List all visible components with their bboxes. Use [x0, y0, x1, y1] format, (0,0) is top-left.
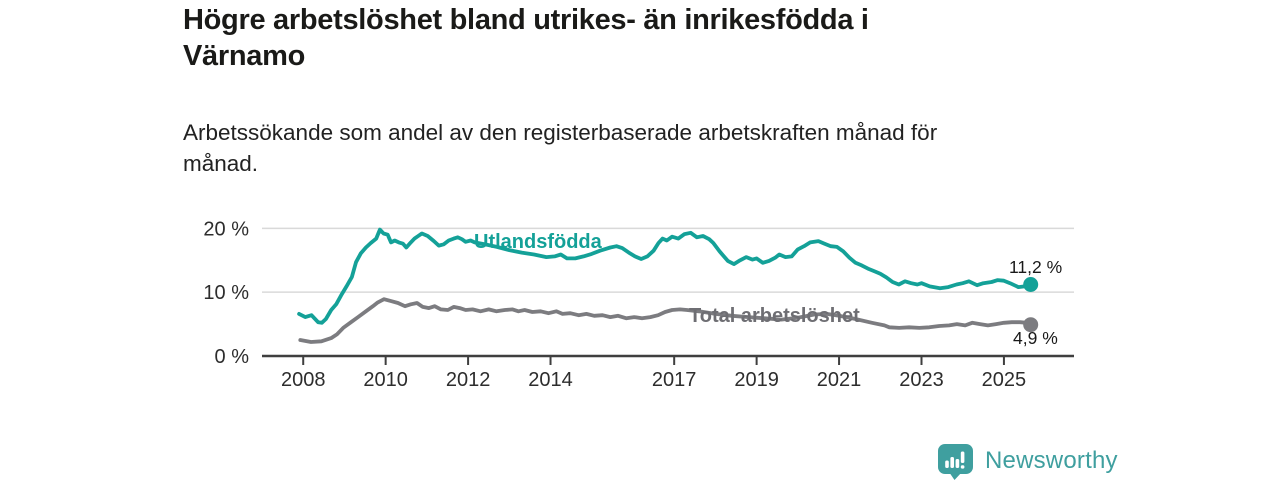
series-end-dot-total [1023, 317, 1039, 333]
brand-name: Newsworthy [985, 447, 1118, 474]
x-tick-label: 2010 [363, 369, 408, 391]
newsworthy-branding[interactable]: Newsworthy [937, 442, 1118, 480]
y-tick-label: 10 % [203, 282, 249, 304]
chart-subtitle: Arbetssökande som andel av den registerb… [183, 120, 938, 176]
x-tick-label: 2017 [652, 369, 697, 391]
x-tick-label: 2012 [446, 369, 491, 391]
series-label-utlandsfodda: Utlandsfödda [474, 231, 602, 253]
end-value-label-total: 4,9 % [1013, 328, 1058, 348]
page-title: Högre arbetslöshet bland utrikes- än inr… [183, 4, 869, 72]
series-end-dot-utlandsfodda [1023, 277, 1039, 292]
newsworthy-logo-icon [938, 444, 973, 480]
x-tick-label: 2014 [528, 369, 573, 391]
y-tick-label: 0 % [215, 346, 250, 368]
end-value-label-utlandsfodda: 11,2 % [1009, 257, 1063, 277]
series-line-total [298, 297, 1033, 344]
x-tick-label: 2008 [281, 369, 326, 391]
series-label-total-arbetsloshet: Total arbetslöshet [689, 305, 860, 327]
x-tick-label: 2023 [899, 369, 944, 391]
x-tick-label: 2019 [734, 369, 779, 391]
series-line-utlandsfodda [297, 227, 1033, 325]
x-tick-label: 2025 [982, 369, 1027, 391]
x-tick-label: 2021 [817, 369, 862, 391]
y-tick-label: 20 % [203, 218, 249, 240]
